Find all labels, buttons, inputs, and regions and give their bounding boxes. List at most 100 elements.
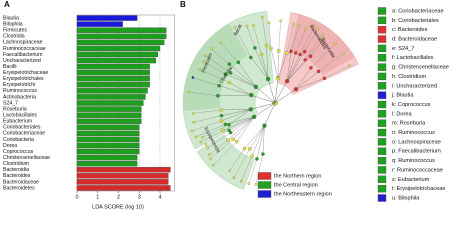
leaf — [316, 27, 320, 31]
category-label: Bilophila — [3, 21, 23, 27]
branch — [262, 125, 265, 155]
legend-swatch — [377, 175, 387, 183]
branch — [232, 116, 255, 140]
x-axis-title: LDA SCORE (log 10) — [92, 204, 144, 210]
legend-label: c: Bacteroides — [392, 27, 428, 33]
branch — [286, 52, 296, 82]
clade-shade — [182, 23, 248, 112]
leaf — [202, 60, 206, 63]
leaf — [245, 24, 249, 28]
node — [289, 49, 293, 54]
category-label: Christensenellaceae — [3, 155, 50, 161]
bar — [76, 160, 138, 167]
branch — [249, 125, 265, 149]
category-label: Blautia — [3, 15, 19, 21]
node — [302, 49, 307, 54]
leaf — [267, 21, 271, 25]
bar — [76, 136, 140, 143]
category-label: Lachnospiraceae — [3, 40, 43, 46]
node — [248, 147, 252, 151]
branch — [229, 148, 245, 171]
node — [264, 43, 269, 48]
category-label: Bacteroidia — [3, 167, 29, 173]
bar — [76, 76, 150, 82]
category-label: Lactobacillales — [3, 113, 37, 119]
legend-label: the Northern region — [274, 173, 321, 179]
leaf — [204, 143, 208, 146]
branch — [222, 116, 255, 131]
legend-swatch — [377, 147, 387, 155]
branch — [254, 47, 269, 80]
legend-swatch — [377, 44, 387, 53]
legend-label: s: Eubacterium — [392, 177, 430, 183]
branch — [244, 125, 265, 149]
leaf — [190, 129, 194, 133]
leaf — [239, 179, 243, 183]
branch — [274, 78, 279, 104]
x-tick-label: 4 — [158, 194, 161, 200]
leaf — [321, 33, 324, 37]
branch — [274, 81, 288, 104]
branch — [295, 67, 312, 90]
node — [216, 93, 220, 98]
bar — [76, 148, 140, 155]
branch — [193, 109, 222, 114]
branch — [310, 38, 324, 57]
branch — [200, 130, 223, 143]
category-label: Coprococcus — [3, 149, 34, 155]
branch — [274, 89, 297, 104]
bar — [76, 27, 167, 33]
leaf — [200, 136, 204, 139]
bar — [76, 21, 123, 27]
bar — [76, 82, 150, 88]
branch — [270, 48, 279, 79]
branch — [227, 116, 255, 141]
legend-swatch — [257, 190, 272, 198]
leaf — [211, 163, 215, 167]
node — [308, 54, 313, 58]
bar — [76, 57, 156, 64]
branch — [253, 25, 262, 55]
branch — [287, 59, 306, 82]
branch — [250, 102, 276, 110]
branch — [203, 61, 226, 75]
bar — [76, 88, 148, 94]
category-label: Firmicutes — [3, 28, 27, 34]
bar — [76, 124, 140, 130]
node — [253, 84, 259, 90]
branch — [310, 43, 336, 68]
legend-label: the Northeastern region — [274, 191, 332, 197]
legend-label: q: Ruminococcus — [392, 158, 435, 164]
category-label: Coriobacteria — [3, 137, 34, 143]
branch — [220, 42, 239, 63]
legend-swatch — [377, 82, 387, 90]
node — [255, 157, 259, 161]
branch — [262, 17, 267, 46]
branch — [213, 141, 237, 166]
branch — [295, 28, 306, 54]
branch — [229, 64, 256, 87]
leaf — [341, 52, 345, 55]
leaf — [334, 42, 337, 45]
node — [261, 152, 265, 156]
branch — [221, 109, 251, 122]
leaf — [313, 25, 316, 28]
category-label: Faecalibacterium — [3, 52, 43, 58]
legend-swatch — [377, 72, 387, 81]
legend-swatch — [377, 91, 387, 99]
leaf — [192, 120, 196, 124]
branch — [230, 72, 256, 88]
leaf — [279, 19, 283, 23]
node — [249, 55, 253, 60]
leaf — [208, 153, 211, 157]
bar — [76, 69, 150, 76]
bar — [76, 142, 140, 149]
legend-label: u: Bilophila — [392, 195, 420, 201]
branch — [199, 69, 230, 83]
branch — [256, 125, 265, 159]
node — [219, 119, 224, 123]
bar — [76, 100, 144, 106]
category-label: Bacteroides — [3, 173, 31, 179]
leaf — [254, 182, 258, 186]
category-label: S24_7 — [3, 100, 18, 106]
